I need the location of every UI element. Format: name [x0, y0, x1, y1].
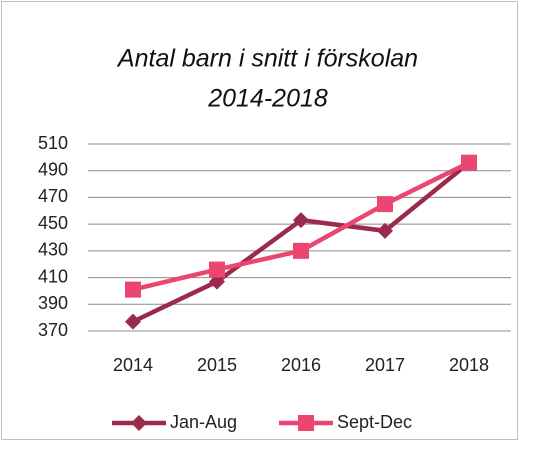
marker: [377, 222, 393, 239]
marker: [125, 281, 141, 298]
y-tick-label: 410: [38, 266, 68, 286]
y-tick-label: 370: [38, 320, 68, 340]
y-tick-label: 510: [38, 133, 68, 153]
x-tick-label: 2017: [365, 355, 405, 375]
marker: [377, 196, 393, 213]
marker: [293, 212, 309, 229]
y-tick-label: 450: [38, 213, 68, 233]
y-tick-label: 430: [38, 240, 68, 260]
marker: [461, 154, 477, 171]
chart-title: Antal barn i snitt i förskolan: [116, 45, 418, 73]
marker: [298, 415, 314, 431]
marker: [131, 415, 147, 431]
x-tick-label: 2018: [449, 355, 489, 375]
chart-border: [1, 1, 518, 440]
marker: [125, 313, 141, 330]
marker: [293, 242, 309, 259]
y-tick-label: 490: [38, 159, 68, 179]
legend-label: Jan-Aug: [170, 412, 237, 432]
x-tick-label: 2016: [281, 355, 321, 375]
x-tick-label: 2014: [113, 355, 153, 375]
marker: [209, 273, 225, 290]
chart-title: 2014-2018: [207, 85, 328, 113]
x-tick-label: 2015: [197, 355, 237, 375]
y-tick-label: 390: [38, 293, 68, 313]
y-tick-label: 470: [38, 186, 68, 206]
marker: [209, 261, 225, 278]
legend-label: Sept-Dec: [337, 412, 412, 432]
